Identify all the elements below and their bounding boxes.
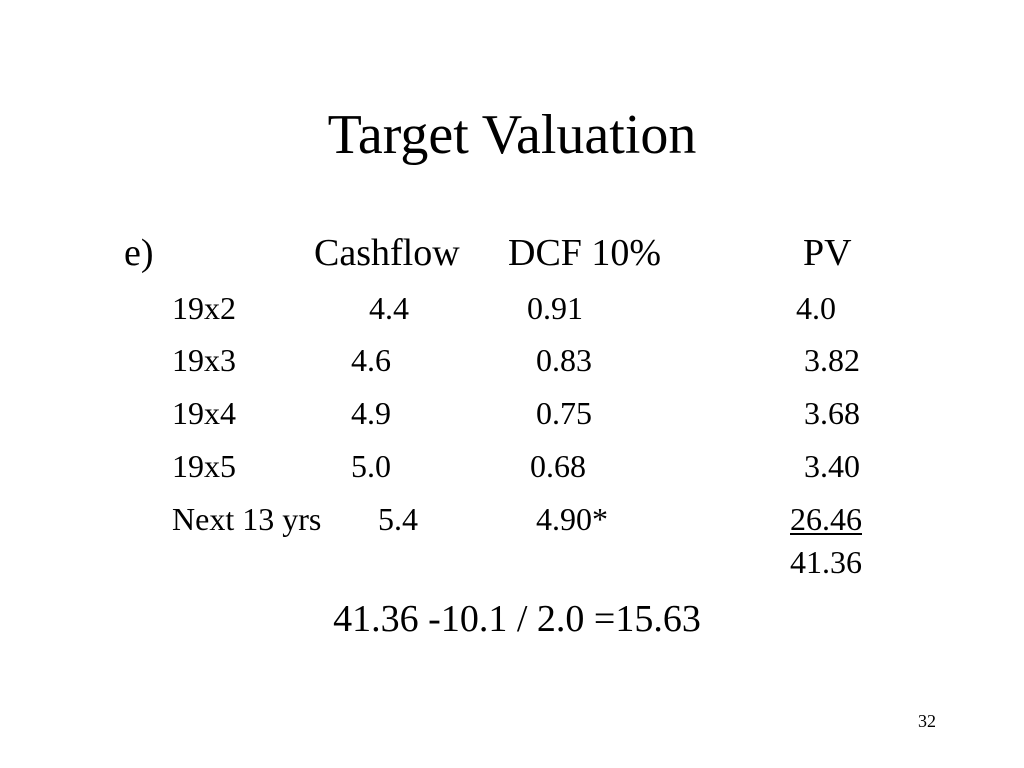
row-cashflow: 4.4	[369, 290, 409, 326]
valuation-formula: 41.36 -10.1 / 2.0 =15.63	[333, 598, 701, 640]
row-cashflow: 5.4	[378, 501, 418, 537]
header-pv: PV	[803, 232, 852, 274]
row-pv: 4.0	[796, 290, 836, 326]
row-pv: 3.68	[804, 395, 860, 431]
row-cashflow: 5.0	[351, 448, 391, 484]
row-year: 19x3	[172, 342, 236, 378]
row-year: 19x4	[172, 395, 236, 431]
pv-total: 41.36	[790, 544, 862, 580]
slide-title: Target Valuation	[327, 104, 697, 166]
row-dcf: 0.91	[527, 290, 583, 326]
row-dcf: 4.90*	[536, 501, 608, 537]
row-dcf: 0.83	[536, 342, 592, 378]
page-number: 32	[918, 711, 936, 731]
row-pv: 26.46	[790, 501, 862, 537]
header-cashflow: Cashflow	[314, 232, 460, 274]
row-pv: 3.82	[804, 342, 860, 378]
row-cashflow: 4.6	[351, 342, 391, 378]
row-dcf: 0.68	[530, 448, 586, 484]
row-pv: 3.40	[804, 448, 860, 484]
header-dcf: DCF 10%	[508, 232, 662, 274]
row-year: 19x2	[172, 290, 236, 326]
row-cashflow: 4.9	[351, 395, 391, 431]
section-label: e)	[124, 232, 154, 274]
row-year: Next 13 yrs	[172, 501, 322, 537]
row-year: 19x5	[172, 448, 236, 484]
row-dcf: 0.75	[536, 395, 592, 431]
